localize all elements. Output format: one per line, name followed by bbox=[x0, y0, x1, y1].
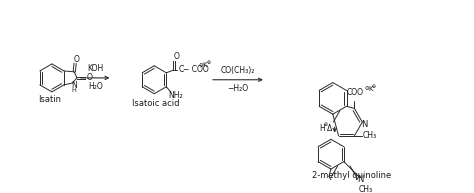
Text: H₂O: H₂O bbox=[88, 82, 102, 91]
Text: Isatoic acid: Isatoic acid bbox=[132, 98, 180, 108]
Text: ⊖: ⊖ bbox=[199, 63, 203, 68]
Text: K: K bbox=[368, 86, 373, 92]
Text: ⊕: ⊕ bbox=[206, 60, 210, 65]
Text: ⊕: ⊕ bbox=[323, 122, 328, 127]
Text: C: C bbox=[178, 65, 183, 74]
Text: N: N bbox=[357, 175, 364, 184]
Text: K: K bbox=[202, 62, 207, 68]
Text: O: O bbox=[86, 73, 92, 82]
Text: COO: COO bbox=[347, 88, 364, 97]
Text: KOH: KOH bbox=[87, 64, 103, 73]
Text: Isatin: Isatin bbox=[38, 95, 62, 104]
Text: −H₂O: −H₂O bbox=[228, 84, 248, 93]
Text: Δ: Δ bbox=[327, 124, 332, 133]
Text: CH₃: CH₃ bbox=[363, 131, 376, 140]
Text: CH₃: CH₃ bbox=[359, 185, 373, 193]
Text: N: N bbox=[72, 81, 77, 90]
Text: N: N bbox=[361, 120, 367, 129]
Text: ⊕: ⊕ bbox=[372, 84, 376, 89]
Text: H: H bbox=[72, 88, 77, 93]
Text: ⊖: ⊖ bbox=[364, 86, 369, 91]
Text: − COO: − COO bbox=[183, 65, 209, 74]
Text: CO(CH₃)₂: CO(CH₃)₂ bbox=[221, 66, 255, 75]
Text: NH₂: NH₂ bbox=[168, 91, 183, 100]
Text: 2-methyl quinoline: 2-methyl quinoline bbox=[312, 171, 391, 180]
Text: H: H bbox=[319, 124, 325, 133]
Text: O: O bbox=[173, 52, 180, 61]
Text: O: O bbox=[73, 55, 79, 64]
